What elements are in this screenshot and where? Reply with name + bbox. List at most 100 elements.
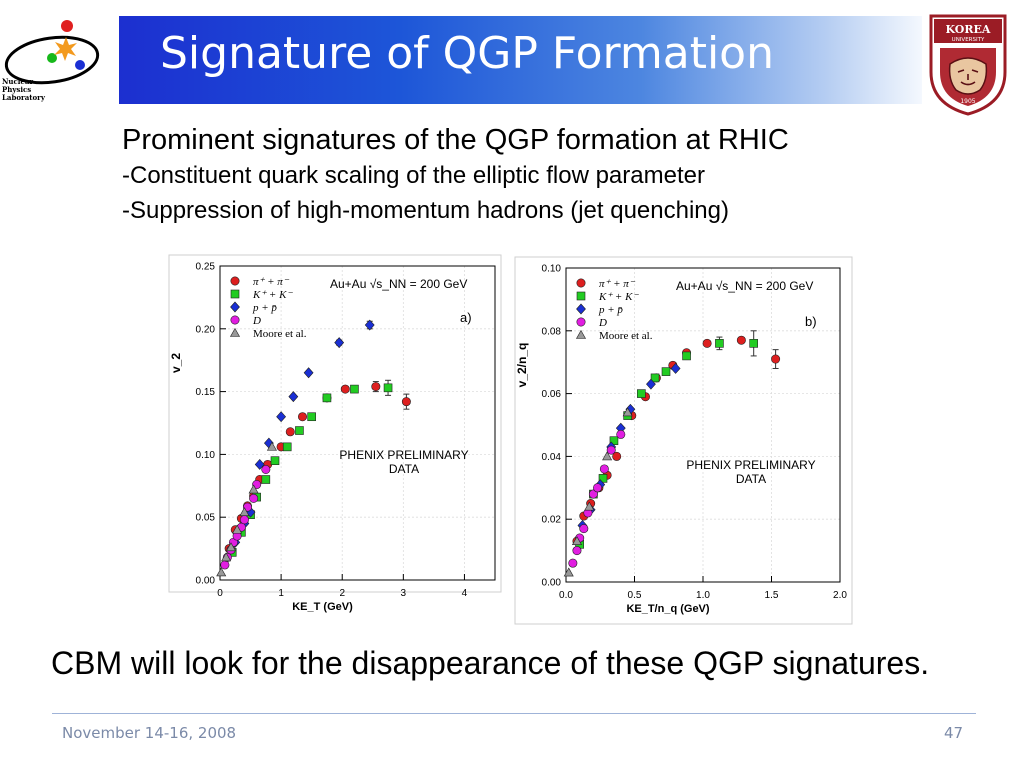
y-tick-label: 0.10 [542, 264, 562, 275]
data-point [579, 524, 589, 534]
data-point [588, 489, 598, 499]
x-tick-label: 1.0 [696, 590, 710, 601]
logo-right-year: 1905 [960, 98, 975, 105]
data-point [646, 378, 656, 390]
series-moore-et-al- [216, 441, 277, 577]
data-point [270, 456, 280, 465]
green-particle-icon [47, 53, 57, 63]
panel-label: b) [805, 314, 817, 329]
x-tick-label: 1 [278, 588, 284, 599]
conclusion-text: CBM will look for the disappearance of t… [51, 645, 930, 681]
legend-marker [576, 317, 586, 327]
legend-entry: D [598, 317, 607, 329]
data-point [334, 337, 345, 349]
legend-marker [230, 301, 240, 313]
chart-title: Au+Au √s_NN = 200 GeV [676, 279, 813, 293]
y-tick-label: 0.20 [196, 324, 216, 335]
logo-left-line-1: Nuclear [2, 77, 33, 86]
body-line-3: -Suppression of high-momentum hadrons (j… [122, 197, 729, 224]
x-tick-label: 2 [339, 588, 345, 599]
legend-entry: Moore et al. [253, 328, 307, 340]
y-tick-label: 0.06 [542, 389, 562, 400]
legend-entry: p + p̄ [598, 304, 623, 316]
data-point [266, 441, 277, 451]
data-point [383, 383, 393, 393]
star-burst-icon [54, 37, 77, 61]
x-tick-label: 1.5 [765, 590, 779, 601]
data-point [261, 475, 271, 484]
series-p-p- [230, 319, 375, 548]
data-point [282, 442, 292, 452]
legend-marker [576, 291, 586, 301]
y-axis-label: v_2 [169, 353, 183, 373]
y-tick-label: 0.00 [196, 576, 216, 587]
data-point [661, 367, 671, 376]
x-tick-label: 0 [217, 588, 223, 599]
legend-marker [230, 289, 240, 299]
data-point [593, 483, 603, 493]
y-tick-label: 0.15 [196, 387, 216, 398]
data-point [249, 493, 259, 503]
data-point [606, 445, 616, 455]
data-point [670, 363, 681, 374]
y-tick-label: 0.10 [196, 450, 216, 461]
data-point [563, 567, 574, 577]
x-tick-label: 0.0 [559, 590, 573, 601]
x-tick-label: 2.0 [833, 590, 847, 601]
x-tick-label: 0.5 [628, 590, 642, 601]
legend-entry: Moore et al. [599, 330, 653, 342]
data-point [340, 384, 350, 394]
data-point [401, 397, 411, 407]
plot-area [219, 265, 496, 581]
data-point [571, 536, 582, 545]
data-point [307, 412, 316, 422]
legend-entry: K⁺ + K⁻ [252, 289, 293, 301]
y-tick-label: 0.04 [542, 452, 562, 463]
x-axis-label: KE_T/n_q (GeV) [626, 603, 709, 615]
data-point [254, 458, 265, 470]
legend-marker [230, 276, 240, 286]
chart-panel-b: 0.0 0.5 1.0 1.5 2.0 0.00 0.02 0.04 0.06 0.08 0.10 K… [514, 256, 853, 625]
annotation-line: DATA [389, 462, 419, 476]
data-point [350, 384, 359, 394]
data-point [584, 501, 595, 511]
title-bar [119, 16, 922, 104]
legend-marker [576, 278, 586, 288]
data-point [232, 524, 243, 534]
data-point [616, 429, 626, 439]
logo-left-line-2: Physics [2, 85, 31, 94]
blue-particle-icon [75, 60, 85, 70]
data-point [364, 319, 375, 331]
data-point [220, 560, 230, 570]
y-tick-label: 0.08 [542, 326, 562, 337]
chart-title: Au+Au √s_NN = 200 GeV [330, 277, 467, 291]
legend-marker [575, 329, 587, 339]
data-point [225, 542, 237, 552]
x-axis-label: KE_T (GeV) [292, 601, 353, 613]
x-tick-label: 3 [401, 588, 407, 599]
data-point [297, 412, 307, 422]
data-point [599, 464, 609, 474]
data-point [749, 339, 758, 348]
data-point [622, 407, 633, 417]
series-moore-et-al- [563, 407, 633, 577]
legend-entry: p + p̄ [252, 302, 277, 314]
data-point [248, 484, 259, 494]
red-particle-icon [61, 20, 73, 32]
logo-right-top: KOREA [946, 23, 991, 36]
legend-entry: π⁺ + π⁻ [599, 278, 636, 290]
data-point [682, 351, 691, 361]
data-point [285, 427, 295, 437]
slide-title: Signature of QGP Formation [160, 28, 774, 79]
data-point [295, 426, 304, 435]
chart-frame [168, 254, 502, 593]
annotation-line: DATA [736, 472, 766, 486]
data-point [572, 546, 582, 556]
data-point [239, 507, 250, 516]
data-point [736, 335, 746, 345]
data-point [650, 373, 660, 383]
y-tick-label: 0.25 [196, 262, 216, 273]
chart-panel-a: 0 1 2 3 4 0.00 0.05 0.10 0.15 0.20 0.25 KE_T (GeV) v… [168, 254, 502, 613]
footer-date: November 14-16, 2008 [62, 724, 237, 742]
